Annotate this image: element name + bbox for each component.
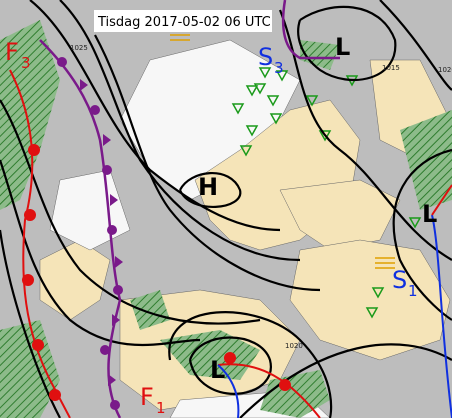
front-semicircle (113, 285, 123, 295)
precipitation-area (260, 370, 330, 418)
isobar (0, 229, 61, 418)
pressure-center-label: L (422, 200, 437, 228)
isobar (297, 5, 397, 82)
occluded-front (281, 0, 340, 60)
front-semicircle (102, 165, 112, 175)
precipitation-area (160, 330, 260, 380)
front-label-letter: S (258, 43, 273, 71)
shower-symbol (245, 85, 259, 97)
shower-symbol (266, 95, 280, 107)
front-triangle (110, 194, 118, 206)
front-triangle (108, 374, 116, 386)
isobar (278, 9, 452, 261)
front-layer (9, 0, 452, 418)
front-triangle (112, 314, 120, 326)
map-title: Tisdag 2017-05-02 06 UTC (97, 15, 271, 30)
isobar (379, 0, 452, 91)
warm-front-semicircle (24, 209, 36, 221)
warm-front (431, 184, 452, 216)
front-label-index: 3 (21, 54, 31, 72)
precipitation-area (0, 320, 60, 418)
front-semicircle (110, 400, 120, 410)
text-layer: HLLLF3S3S1F11020101510201025 (5, 33, 452, 417)
front-label-index: 3 (274, 59, 284, 77)
isobar (0, 99, 261, 325)
front-triangle (103, 134, 111, 146)
precipitation-area (130, 290, 170, 330)
front-semicircle (107, 225, 117, 235)
cold-front (217, 364, 240, 418)
front-semicircle (100, 345, 110, 355)
warm-front-semicircle (49, 389, 61, 401)
isobar-label: 1025 (70, 44, 88, 52)
shower-symbol (305, 95, 319, 107)
front-triangle (80, 79, 88, 91)
front-label-index: 1 (408, 282, 418, 300)
pressure-center-label: H (198, 173, 218, 201)
front-semicircle (90, 105, 100, 115)
shower-symbol (269, 113, 283, 125)
front-label-letter: F (5, 38, 19, 66)
shower-symbol (365, 307, 379, 319)
warm-front (217, 363, 321, 418)
warm-front-semicircle (224, 352, 236, 364)
shower-symbol (231, 103, 245, 115)
shower-symbol (371, 287, 385, 299)
isobar (188, 336, 272, 395)
isobar-label: 1020 (438, 66, 452, 74)
warm-front-semicircle (22, 274, 34, 286)
front-label-letter: F (140, 383, 154, 411)
isobar (0, 159, 201, 347)
land-area (279, 179, 401, 251)
pressure-center-label: L (335, 33, 350, 61)
shower-symbol (245, 125, 259, 137)
shower-symbol (258, 67, 272, 79)
isobar-label: 1020 (285, 342, 303, 350)
precipitation-area (0, 20, 60, 210)
front-label-letter: S (392, 266, 407, 294)
isobar (29, 0, 281, 232)
isobar (94, 34, 321, 292)
shower-symbol (253, 83, 267, 95)
cold-front (431, 214, 452, 418)
precipitation-area (300, 40, 340, 70)
isobar (178, 172, 242, 209)
shower-symbol (408, 217, 422, 229)
title-box (94, 10, 272, 32)
land-area (289, 239, 451, 361)
pressure-center-label: L (210, 356, 225, 384)
warm-front-semicircle (279, 379, 291, 391)
isobar-label: 1015 (382, 64, 400, 72)
isobar (59, 0, 301, 262)
warm-front-semicircle (32, 339, 44, 351)
shower-symbol (318, 130, 332, 142)
front-triangle (115, 256, 123, 268)
shower-symbol (275, 70, 289, 82)
front-semicircle (57, 57, 67, 67)
shower-symbol (239, 145, 253, 157)
isobar (168, 311, 333, 418)
front-label-index: 1 (156, 399, 166, 417)
isobar (239, 343, 452, 418)
warm-front-semicircle (28, 144, 40, 156)
